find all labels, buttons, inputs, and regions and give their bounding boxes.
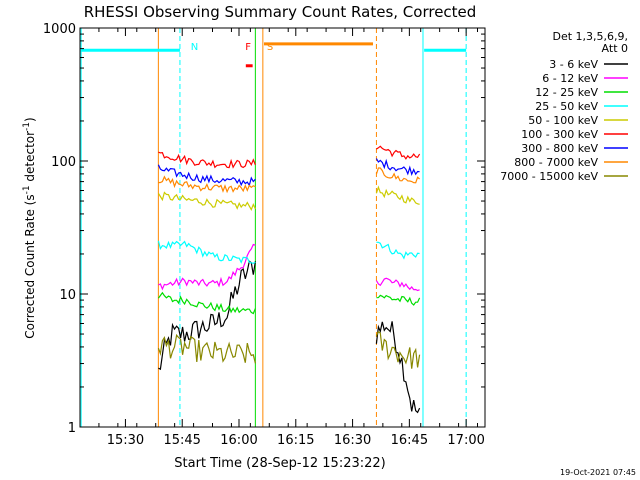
y-axis-label-part1: Corrected Count Rate (s <box>23 194 37 338</box>
series-line-8-seg1 <box>157 333 256 364</box>
series-line-4-seg1 <box>157 191 256 211</box>
y-axis-label-sup2: -1 <box>22 122 32 131</box>
series-line-6-seg2 <box>375 158 420 176</box>
legend-label-4: 50 - 100 keV <box>528 114 598 127</box>
y-tick-label-3: 1000 <box>43 22 76 37</box>
x-tick-label-4: 16:30 <box>334 433 371 448</box>
x-tick-label-3: 16:15 <box>277 433 314 448</box>
legend-label-3: 25 - 50 keV <box>535 100 598 113</box>
series-line-5-seg1 <box>158 151 256 169</box>
series-line-7-seg1 <box>158 175 256 194</box>
y-axis-label-sup1: -1 <box>22 185 32 194</box>
x-axis: 15:30 15:45 16:00 16:15 16:30 16:45 17:00 <box>79 28 485 448</box>
x-axis-label: Start Time (28-Sep-12 15:23:22) <box>174 456 385 471</box>
series-line-8-seg2 <box>375 330 421 369</box>
series-line-2-seg2 <box>376 294 421 306</box>
y-axis-label-part3: ) <box>23 117 37 122</box>
legend-label-5: 100 - 300 keV <box>521 128 598 141</box>
series-line-1-seg1 <box>158 243 256 291</box>
series-line-1-seg2 <box>375 277 420 292</box>
y-axis: 1 10 100 1000 <box>43 22 485 436</box>
series-line-2-seg1 <box>157 291 256 315</box>
y-tick-label-0: 1 <box>68 421 76 436</box>
series-line-4-seg2 <box>375 185 420 205</box>
flag-label-2: S <box>267 42 273 53</box>
x-tick-label-0: 15:30 <box>107 433 144 448</box>
legend-header-1: Att 0 <box>602 42 628 55</box>
y-axis-label: Corrected Count Rate (s-1 detector-1) <box>22 117 37 338</box>
series-line-3-seg2 <box>376 241 420 260</box>
legend-label-8: 7000 - 15000 keV <box>500 170 598 183</box>
legend-label-6: 300 - 800 keV <box>521 142 598 155</box>
series-line-6-seg1 <box>157 164 256 187</box>
series-line-0-seg2 <box>375 321 421 414</box>
flag-label-1: F <box>245 42 251 53</box>
plot-frame <box>79 27 486 428</box>
y-tick-label-2: 100 <box>51 155 76 170</box>
legend-label-1: 6 - 12 keV <box>542 72 598 85</box>
x-tick-label-6: 17:00 <box>447 433 484 448</box>
series-line-0-seg1 <box>158 260 256 371</box>
series-line-5-seg2 <box>376 145 421 160</box>
flag-label-0: N <box>191 42 198 53</box>
legend-label-0: 3 - 6 keV <box>549 58 598 71</box>
x-tick-label-1: 15:45 <box>163 433 200 448</box>
legend-label-2: 12 - 25 keV <box>535 86 598 99</box>
x-tick-label-5: 16:45 <box>391 433 428 448</box>
legend-label-7: 800 - 7000 keV <box>514 156 598 169</box>
series-line-7-seg2 <box>375 167 420 184</box>
legend-header-0: Det 1,3,5,6,9, <box>552 30 628 43</box>
series-line-3-seg1 <box>157 240 256 265</box>
y-axis-label-part2: detector <box>23 131 37 186</box>
y-tick-label-1: 10 <box>59 288 76 303</box>
chart-title: RHESSI Observing Summary Count Rates, Co… <box>84 3 477 21</box>
x-tick-label-2: 16:00 <box>220 433 257 448</box>
footer-timestamp: 19-Oct-2021 07:45 <box>560 468 636 477</box>
